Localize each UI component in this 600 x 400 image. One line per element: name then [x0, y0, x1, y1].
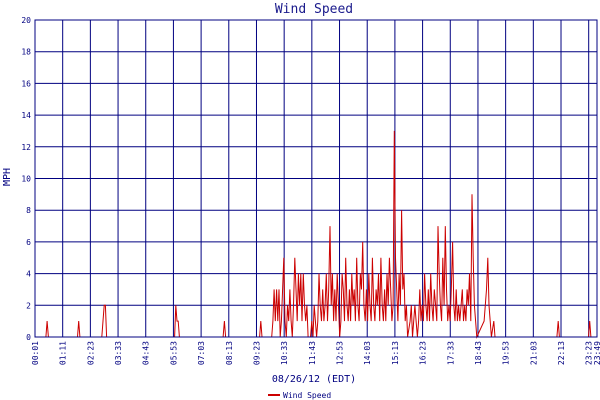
y-axis-ticks: 0 2 4 6 8 10 12 14 16 18 20 — [21, 16, 31, 342]
x-tick-label: 04:43 — [142, 341, 151, 365]
y-tick-label: 14 — [21, 111, 31, 120]
y-tick-label: 8 — [26, 206, 31, 215]
x-tick-label: 00:01 — [31, 341, 40, 365]
y-axis-label: MPH — [2, 168, 13, 186]
y-tick-label: 2 — [26, 301, 31, 310]
x-tick-label: 12:53 — [336, 341, 345, 365]
x-tick-label: 03:33 — [114, 341, 123, 365]
series-line-wind-speed — [35, 130, 597, 339]
x-tick-label: 17:33 — [446, 341, 455, 365]
gridlines — [35, 20, 597, 337]
x-tick-label: 05:53 — [169, 341, 178, 365]
x-tick-label: 14:03 — [363, 341, 372, 365]
x-tick-label: 10:33 — [280, 341, 289, 365]
y-tick-label: 10 — [21, 175, 31, 184]
y-tick-label: 4 — [26, 270, 31, 279]
x-tick-label: 11:43 — [308, 341, 317, 365]
chart-title: Wind Speed — [275, 2, 353, 17]
x-tick-label: 08:13 — [225, 341, 234, 365]
x-tick-label: 22:13 — [557, 341, 566, 365]
y-tick-label: 12 — [21, 143, 31, 152]
x-tick-label: 21:03 — [529, 341, 538, 365]
x-tick-label: 02:23 — [86, 341, 95, 365]
x-axis-label: 08/26/12 (EDT) — [272, 374, 356, 385]
x-tick-label: 18:43 — [474, 341, 483, 365]
x-tick-label: 07:03 — [197, 341, 206, 365]
y-tick-label: 6 — [26, 238, 31, 247]
y-tick-label: 16 — [21, 79, 31, 88]
y-tick-label: 0 — [26, 333, 31, 342]
x-tick-label: 15:13 — [391, 341, 400, 365]
y-tick-label: 18 — [21, 48, 31, 57]
x-tick-label: 09:23 — [252, 341, 261, 365]
x-tick-label: 01:11 — [59, 341, 68, 365]
legend-label: Wind Speed — [283, 391, 331, 400]
legend: Wind Speed — [268, 391, 331, 400]
x-tick-label: 23:23 — [585, 341, 594, 365]
plot-frame — [34, 19, 598, 338]
y-tick-label: 20 — [21, 16, 31, 25]
x-tick-label: 16:23 — [419, 341, 428, 365]
x-axis-ticks: 00:01 01:11 02:23 03:33 04:43 05:53 07:03 08:13… — [31, 341, 600, 365]
x-tick-label: 19:53 — [502, 341, 511, 365]
x-tick-label: 23:49 — [593, 341, 600, 365]
